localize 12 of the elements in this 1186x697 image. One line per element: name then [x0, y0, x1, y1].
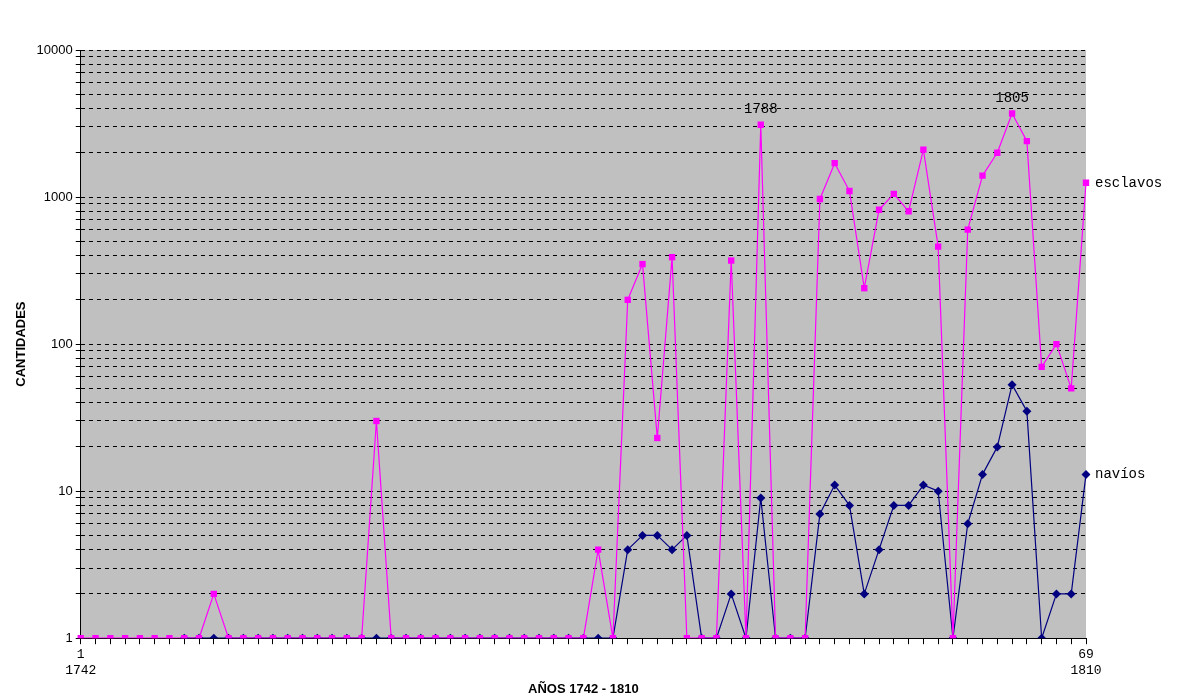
y-tick-label: 10000 [36, 41, 73, 57]
y-tick-label: 1 [65, 629, 73, 645]
x-axis-title: AÑOS 1742 - 1810 [528, 680, 639, 696]
y-axis-title: CANTIDADES [13, 301, 29, 387]
series-label: esclavos [1095, 174, 1163, 191]
x-tick-label: 1 1742 [65, 647, 97, 679]
series-label: navíos [1095, 466, 1146, 483]
x-tick-label: 69 1810 [1070, 647, 1102, 679]
y-tick-label: 1000 [43, 188, 73, 204]
y-tick-label: 100 [51, 335, 73, 351]
y-tick-label: 10 [58, 482, 73, 498]
annotation: 1805 [995, 90, 1029, 107]
